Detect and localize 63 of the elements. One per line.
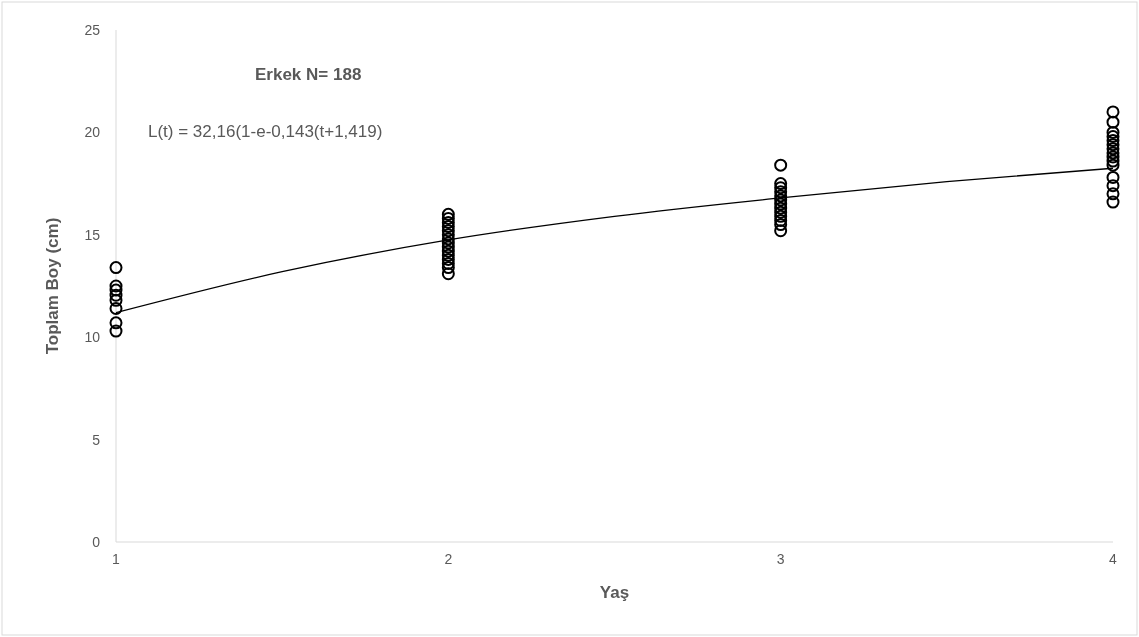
x-axis-title: Yaş — [599, 583, 630, 602]
point — [1106, 158, 1120, 172]
point — [774, 158, 788, 172]
point — [109, 324, 123, 338]
point — [1106, 170, 1120, 184]
point — [774, 181, 788, 195]
point — [109, 316, 123, 330]
point — [1106, 187, 1120, 201]
point — [774, 185, 788, 199]
point — [1106, 154, 1120, 168]
point — [441, 252, 455, 266]
point — [1106, 150, 1120, 164]
point — [109, 261, 123, 275]
point — [441, 244, 455, 258]
point — [109, 293, 123, 307]
y-tick-label: 20 — [84, 124, 101, 141]
point — [441, 220, 455, 234]
point — [441, 211, 455, 225]
point — [774, 177, 788, 191]
point — [1106, 179, 1120, 193]
y-tick-label: 10 — [84, 329, 101, 346]
point — [441, 261, 455, 275]
point — [1106, 146, 1120, 160]
point — [1106, 130, 1120, 143]
point — [774, 197, 788, 211]
y-tick-label: 25 — [84, 22, 101, 38]
point — [774, 213, 788, 227]
x-tick-label: 1 — [112, 551, 121, 567]
y-tick-label: 0 — [92, 534, 101, 550]
point — [774, 201, 788, 215]
point — [441, 207, 455, 221]
point — [441, 224, 455, 238]
point — [1106, 195, 1120, 209]
x-tick-label: 2 — [444, 551, 453, 567]
point — [774, 218, 788, 232]
point — [441, 256, 455, 270]
annotation: L(t) = 32,16(1-e-0,143(t+1,419) — [148, 122, 383, 141]
x-tick-label: 4 — [1109, 551, 1118, 567]
x-tick-label: 3 — [776, 551, 785, 567]
y-tick-label: 15 — [84, 226, 101, 243]
point — [1106, 138, 1120, 152]
point — [774, 205, 788, 219]
point — [109, 302, 123, 316]
point — [441, 232, 455, 246]
point — [441, 248, 455, 262]
point — [441, 228, 455, 242]
y-axis-title: Toplam Boy (cm) — [43, 217, 62, 355]
point — [441, 267, 455, 281]
point — [109, 283, 123, 297]
point — [109, 279, 123, 293]
point — [774, 224, 788, 238]
annotation: Erkek N= 188 — [255, 65, 362, 84]
y-tick-label: 5 — [92, 431, 101, 448]
point — [441, 216, 455, 230]
point — [774, 209, 788, 223]
point — [109, 288, 123, 302]
point — [1106, 105, 1120, 119]
point — [1106, 142, 1120, 156]
point — [1106, 134, 1120, 148]
point — [1106, 115, 1120, 129]
point — [1106, 125, 1120, 139]
point — [441, 240, 455, 254]
point — [774, 189, 788, 203]
